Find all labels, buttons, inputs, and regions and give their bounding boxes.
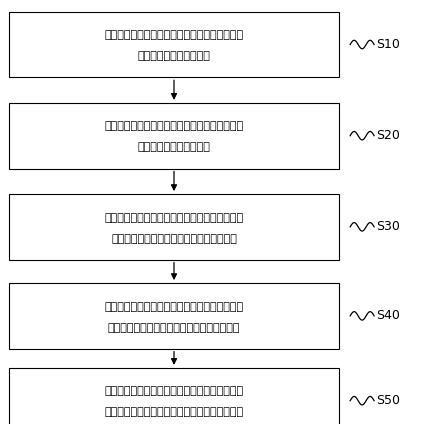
FancyBboxPatch shape <box>9 194 339 259</box>
FancyBboxPatch shape <box>9 11 339 77</box>
FancyBboxPatch shape <box>9 283 339 349</box>
FancyBboxPatch shape <box>9 103 339 168</box>
Text: 波特率同时采集多个所述从机的所述完成数据: 波特率同时采集多个所述从机的所述完成数据 <box>108 323 240 333</box>
Text: 应发送至所述多台从机上: 应发送至所述多台从机上 <box>137 142 210 153</box>
Text: 每台所述从机在接收到所述指令并完成所述指令: 每台所述从机在接收到所述指令并完成所述指令 <box>104 213 243 223</box>
Text: 总线按照所述主机的第一波特率发送至所述主机: 总线按照所述主机的第一波特率发送至所述主机 <box>104 407 243 418</box>
Text: S10: S10 <box>375 38 399 51</box>
Text: 所述控制器将接收到的所述多个指令同时一一对: 所述控制器将接收到的所述多个指令同时一一对 <box>104 122 243 131</box>
Text: 令至所述至少一个控制器: 令至所述至少一个控制器 <box>137 51 210 61</box>
Text: 所述主机按照所述主机的第一波特率发送多个指: 所述主机按照所述主机的第一波特率发送多个指 <box>104 31 243 40</box>
Text: S30: S30 <box>375 220 399 233</box>
Text: S20: S20 <box>375 129 399 142</box>
Text: S40: S40 <box>375 310 399 322</box>
Text: 所述控制器将读取的多个所述从机数据通过所述: 所述控制器将读取的多个所述从机数据通过所述 <box>104 387 243 396</box>
Text: 后，会向其对应的所述控制器发送完成数据: 后，会向其对应的所述控制器发送完成数据 <box>111 234 237 244</box>
FancyBboxPatch shape <box>9 368 339 424</box>
Text: S50: S50 <box>375 394 399 407</box>
Text: 所述控制器在固定时间段内按照所述从机的第二: 所述控制器在固定时间段内按照所述从机的第二 <box>104 302 243 312</box>
